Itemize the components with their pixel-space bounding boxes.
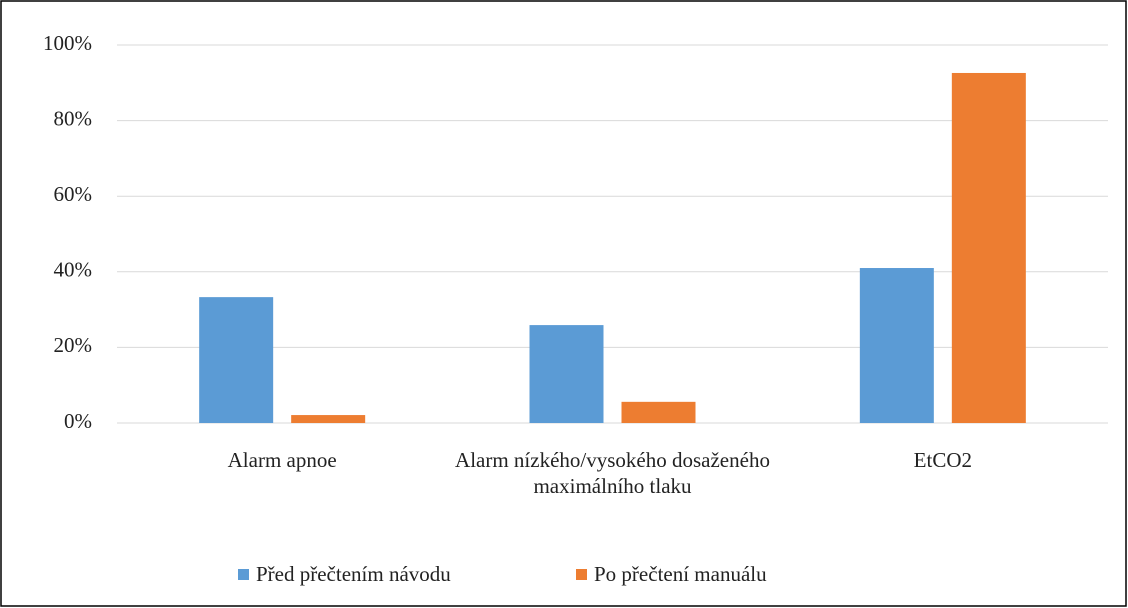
bar (951, 72, 1026, 424)
y-tick-label: 80% (54, 106, 93, 130)
legend-swatch (576, 569, 587, 580)
legend-label: Po přečtení manuálu (594, 562, 767, 586)
bar (291, 415, 366, 423)
x-tick-label: EtCO2 (913, 448, 972, 472)
y-tick-label: 100% (43, 31, 92, 55)
x-tick-label: Alarm nízkého/vysokého dosaženého maximá… (455, 448, 770, 498)
x-tick-label: Alarm apnoe (227, 448, 337, 472)
bar (199, 297, 274, 423)
legend-label: Před přečtením návodu (256, 562, 451, 586)
bar (529, 325, 604, 423)
bar (621, 401, 696, 423)
y-tick-label: 0% (64, 409, 92, 433)
bar (859, 268, 934, 423)
legend-swatch (238, 569, 249, 580)
y-tick-label: 40% (54, 258, 93, 282)
y-tick-label: 20% (54, 333, 93, 357)
y-tick-label: 60% (54, 182, 93, 206)
